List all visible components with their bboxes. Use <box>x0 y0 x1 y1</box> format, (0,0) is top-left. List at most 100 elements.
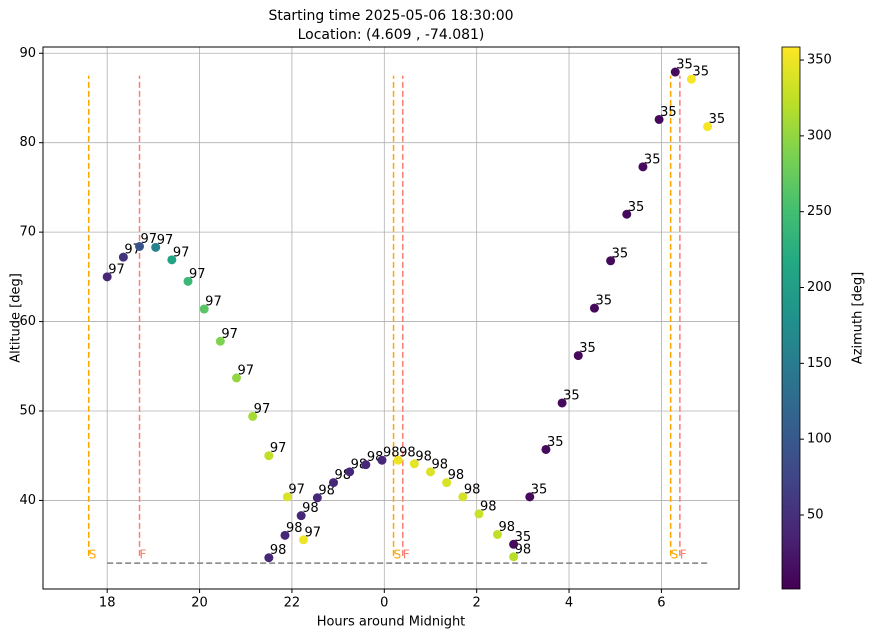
point <box>102 272 112 282</box>
x-tick-label: 18 <box>99 596 116 611</box>
point <box>296 511 306 521</box>
point <box>232 373 242 383</box>
y-tick-label: 50 <box>19 404 36 419</box>
y-tick-label: 90 <box>19 46 36 61</box>
point-label: 35 <box>612 246 629 261</box>
x-tick-label: 20 <box>191 596 208 611</box>
point-label: 98 <box>480 499 497 514</box>
event-label: S <box>394 547 402 561</box>
point <box>525 492 535 502</box>
x-tick-label: 2 <box>473 596 481 611</box>
point-label: 97 <box>288 482 305 497</box>
point <box>442 478 452 488</box>
point-label: 35 <box>579 341 596 356</box>
point-label: 98 <box>318 483 335 498</box>
colorbar-tick-label: 100 <box>807 432 832 447</box>
colorbar-tick-label: 150 <box>807 356 832 371</box>
y-tick-label: 40 <box>19 493 36 508</box>
point-label: 97 <box>238 363 255 378</box>
point-label: 35 <box>531 482 548 497</box>
colorbar-tick-label: 350 <box>807 53 832 68</box>
event-label: S <box>89 547 97 561</box>
point-label: 35 <box>644 152 661 167</box>
point <box>264 451 274 461</box>
plot-frame <box>42 46 740 590</box>
y-tick-label: 80 <box>19 135 36 150</box>
colorbar-tick-label: 200 <box>807 280 832 295</box>
point-label: 35 <box>515 530 532 545</box>
point-label: 98 <box>286 521 303 536</box>
point-label: 35 <box>628 200 645 215</box>
point <box>573 351 583 361</box>
point-label: 97 <box>189 267 206 282</box>
point <box>638 162 648 172</box>
colorbar <box>781 46 801 590</box>
point <box>703 122 713 132</box>
point <box>264 553 274 563</box>
point <box>135 241 145 251</box>
point-label: 35 <box>660 105 677 120</box>
point <box>541 444 551 454</box>
point-label: 35 <box>709 112 726 127</box>
point <box>183 276 193 286</box>
x-tick-label: 4 <box>565 596 573 611</box>
event-label: F <box>680 547 687 561</box>
point-label: 35 <box>595 294 612 309</box>
point-label: 98 <box>498 520 515 535</box>
point <box>509 539 519 549</box>
chart-subtitle: Location: (4.609 , -74.081) <box>298 27 485 43</box>
y-tick-label: 60 <box>19 314 36 329</box>
point <box>474 509 484 519</box>
colorbar-tick-label: 300 <box>807 128 832 143</box>
point <box>409 459 419 469</box>
point <box>280 530 290 540</box>
point-label: 98 <box>270 543 287 558</box>
point-label: 97 <box>254 402 271 417</box>
point-label: 97 <box>205 295 222 310</box>
point-label: 98 <box>448 468 465 483</box>
point-label: 97 <box>141 232 158 247</box>
colorbar-tick-label: 250 <box>807 204 832 219</box>
point <box>199 304 209 314</box>
point <box>312 493 322 503</box>
point <box>622 209 632 219</box>
event-label: F <box>403 547 410 561</box>
point-label: 98 <box>351 457 368 472</box>
point <box>425 467 435 477</box>
point-label: 98 <box>415 449 432 464</box>
point-label: 98 <box>515 542 532 557</box>
x-tick-label: 6 <box>657 596 665 611</box>
point <box>589 303 599 313</box>
point <box>557 398 567 408</box>
point <box>361 460 371 470</box>
point-label: 98 <box>431 457 448 472</box>
point <box>282 492 292 502</box>
chart-title: Starting time 2025-05-06 18:30:00 <box>268 8 513 24</box>
point-label: 35 <box>563 388 580 403</box>
point <box>151 242 161 252</box>
point-label: 35 <box>676 58 693 73</box>
colorbar-tick-label: 50 <box>807 507 824 522</box>
y-axis-label: Altitude [deg] <box>9 273 24 363</box>
point-label: 97 <box>221 327 238 342</box>
point <box>670 67 680 77</box>
point <box>298 535 308 545</box>
point-label: 97 <box>108 262 125 277</box>
x-tick-label: 0 <box>380 596 388 611</box>
y-tick-label: 70 <box>19 225 36 240</box>
x-axis-label: Hours around Midnight <box>317 615 466 630</box>
colorbar-label: Azimuth [deg] <box>851 272 866 364</box>
point <box>654 114 664 124</box>
point-label: 35 <box>547 435 564 450</box>
point-label: 97 <box>270 441 287 456</box>
point <box>329 478 339 488</box>
point <box>215 336 225 346</box>
point <box>345 467 355 477</box>
point-label: 97 <box>173 245 190 260</box>
point-label: 97 <box>157 233 174 248</box>
point-label: 35 <box>692 65 709 80</box>
point <box>509 552 519 562</box>
point <box>167 255 177 265</box>
point-label: 98 <box>464 482 481 497</box>
